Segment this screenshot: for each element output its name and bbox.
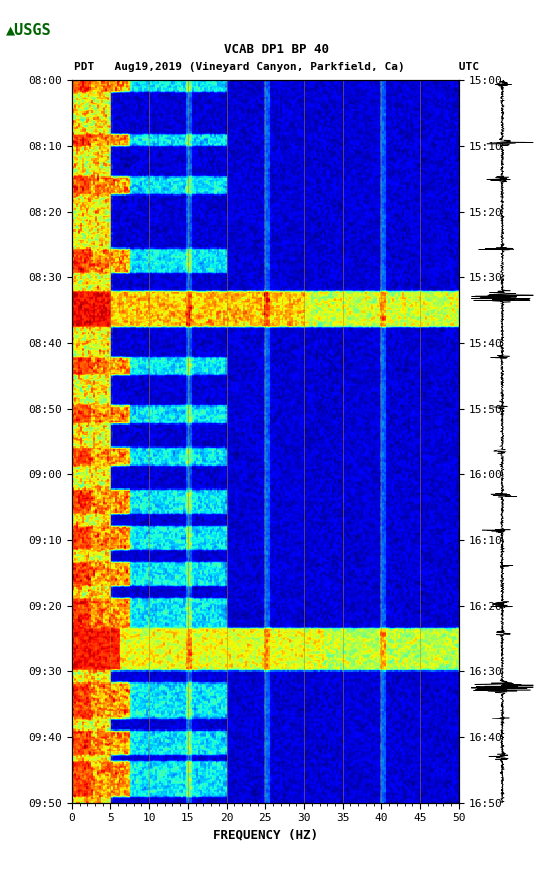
- Text: PDT   Aug19,2019 (Vineyard Canyon, Parkfield, Ca)        UTC: PDT Aug19,2019 (Vineyard Canyon, Parkfie…: [73, 62, 479, 72]
- X-axis label: FREQUENCY (HZ): FREQUENCY (HZ): [213, 829, 318, 842]
- Text: ▲USGS: ▲USGS: [6, 22, 51, 37]
- Text: VCAB DP1 BP 40: VCAB DP1 BP 40: [224, 43, 328, 55]
